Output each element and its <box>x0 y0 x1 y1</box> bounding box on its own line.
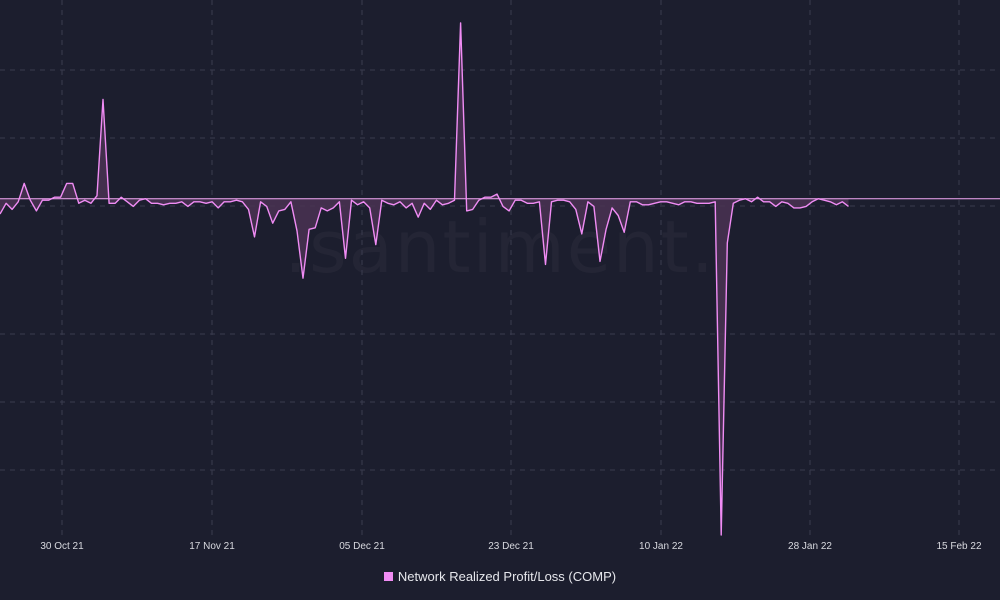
grid <box>0 0 1000 535</box>
legend-swatch <box>383 572 393 581</box>
x-tick-label-5: 28 Jan 22 <box>788 541 832 552</box>
legend-label: Network Realized Profit/Loss (COMP) <box>397 569 617 584</box>
x-tick-label-3: 23 Dec 21 <box>488 541 534 552</box>
x-tick-label-4: 10 Jan 22 <box>639 541 683 552</box>
x-tick-label-0: 30 Oct 21 <box>40 541 84 552</box>
series-area <box>0 22 849 535</box>
x-tick-label-6: 15 Feb 22 <box>936 541 981 552</box>
x-tick-label-2: 05 Dec 21 <box>339 541 385 552</box>
series-line <box>0 22 849 536</box>
x-axis-ticks: 30 Oct 21 17 Nov 21 05 Dec 21 23 Dec 21 10 J… <box>40 541 982 552</box>
x-tick-label-1: 17 Nov 21 <box>189 541 235 552</box>
legend[interactable]: Network Realized Profit/Loss (COMP) <box>0 569 1000 584</box>
